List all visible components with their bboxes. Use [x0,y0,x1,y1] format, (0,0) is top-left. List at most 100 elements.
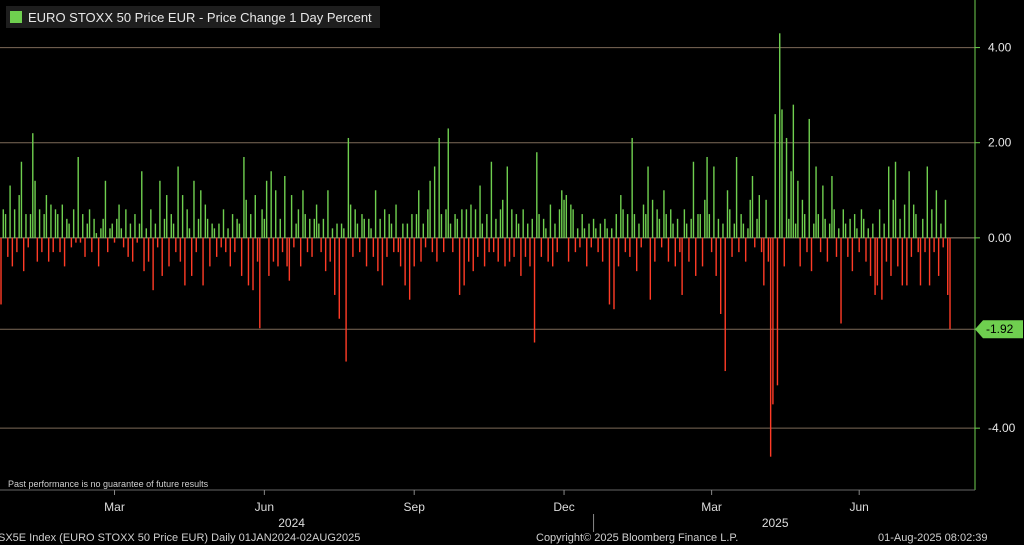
bar [202,237,204,286]
bar [847,237,849,257]
bar [708,214,711,238]
bar [533,237,536,343]
bar [279,218,281,238]
bar [681,237,683,295]
bar [608,237,611,305]
legend: EURO STOXX 50 Price EUR - Price Change 1… [6,6,380,28]
bar [595,228,597,238]
bar [747,228,749,238]
bar [236,218,238,238]
bar [754,237,756,248]
bar [422,223,424,238]
bar [888,166,890,238]
bar [204,204,207,238]
bar [311,237,313,257]
bar [381,237,384,286]
bar [806,237,808,253]
bar [508,237,511,262]
bar [513,237,515,257]
bar [492,237,495,253]
bar [438,137,440,238]
bar [166,195,168,238]
bar [760,237,763,253]
bar [924,237,926,253]
bar [824,218,826,238]
bar [579,237,581,248]
bar [50,204,52,238]
bar [856,228,858,238]
bar [23,237,25,272]
bar [315,204,318,238]
bar [586,237,588,267]
bar [349,204,352,238]
bar [347,137,350,238]
bar [722,223,724,238]
bar [615,214,617,238]
bar [79,237,82,243]
bar [590,237,592,248]
bar [377,237,379,272]
x-tick-label: Jun [850,500,869,514]
bar [272,237,275,262]
bar [520,237,522,276]
bar [261,209,263,238]
bar [826,237,829,262]
bar [361,214,363,238]
bar [104,180,107,238]
bar [872,223,874,238]
bar [776,237,779,386]
x-tick-label: Sep [404,500,426,514]
bar [286,237,288,267]
bar [127,237,129,257]
bar [729,209,731,238]
bar [931,209,933,238]
bar [885,237,888,262]
bar [574,237,577,253]
bar [756,218,758,238]
bar [231,214,234,238]
bar [863,218,865,238]
bar [265,180,268,238]
bar [138,223,141,238]
bar [263,218,266,238]
bar [785,137,788,238]
bar [735,156,738,238]
bar [763,237,765,286]
bar [320,237,322,253]
bar [740,214,742,238]
bar [418,190,420,238]
bar [225,237,227,253]
bar [794,223,797,238]
bar [719,237,722,314]
bar [592,218,595,238]
bar [645,214,647,238]
bar [250,214,252,238]
bar [309,218,311,238]
bar [93,218,95,238]
bar [851,237,854,272]
bar [906,237,908,286]
bar [11,237,14,267]
bar [113,237,116,243]
bar [869,237,872,276]
bar [456,218,459,238]
bar [878,209,881,238]
bar [100,228,102,238]
legend-label: EURO STOXX 50 Price EUR - Price Change 1… [28,9,372,25]
bar [704,199,706,238]
bar [937,237,940,276]
bar [935,190,938,238]
bar [38,209,41,238]
bar [302,190,304,238]
bar [699,214,701,238]
bar [268,237,270,276]
bar [486,214,488,238]
bar [467,237,470,262]
bar [449,223,452,238]
bar [463,237,465,286]
bar [54,209,57,238]
bar [107,237,109,253]
bar [695,237,697,276]
bar [343,228,345,238]
bar [742,223,745,238]
